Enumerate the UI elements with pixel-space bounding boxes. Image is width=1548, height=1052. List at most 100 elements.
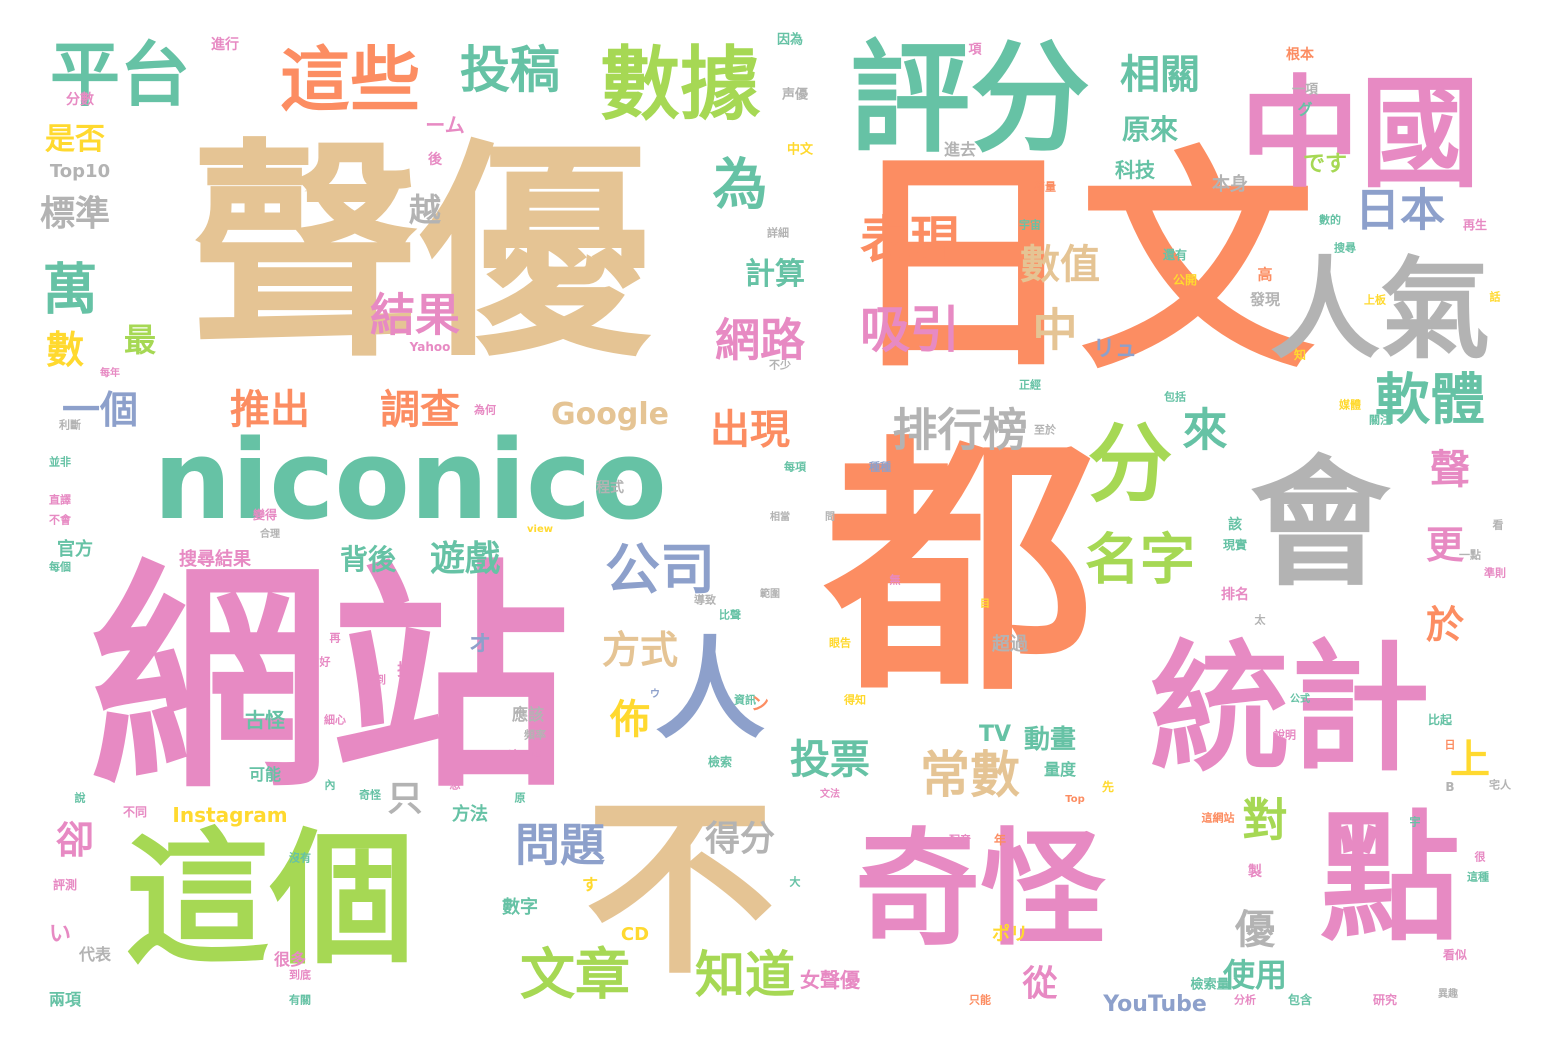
cloud-word: 比聲 [719,608,741,622]
cloud-word: 遊戲 [429,539,501,580]
cloud-word: 關注 [1369,413,1391,427]
cloud-word: 數字 [502,897,538,918]
cloud-word: 每年 [100,368,120,379]
cloud-word: 數的 [1319,213,1341,227]
cloud-word: 更 [1425,523,1465,567]
cloud-word: ーム [425,113,465,137]
cloud-word: 不少 [769,358,791,372]
cloud-word: 媒體 [1339,398,1361,412]
cloud-word: 說 [74,791,86,805]
cloud-word: 分數 [66,92,94,108]
cloud-word: 包含 [1287,993,1313,1007]
cloud-word: 本身 [1212,174,1248,195]
cloud-word: 上 [1450,737,1490,783]
cloud-word: 細心 [324,713,346,727]
cloud-word: 使用 [1222,956,1288,994]
cloud-word: 得知 [844,693,866,707]
cloud-word: 後 [428,152,442,168]
cloud-word: 很 [1474,850,1486,864]
cloud-word: 正經 [1019,378,1041,392]
cloud-word: 還有 [1162,248,1188,262]
cloud-word: 量度 [1043,760,1077,779]
cloud-word: 該 [1228,517,1242,533]
cloud-word: 中 [1032,303,1078,357]
cloud-word: 知 [1293,348,1307,362]
cloud-word: 從 [1022,964,1058,1005]
cloud-word: 投票 [790,737,870,783]
cloud-word: 奇怪 [855,817,1105,963]
cloud-word: 研究 [1372,993,1398,1007]
cloud-word: い [48,922,72,947]
cloud-word: 到底 [289,968,311,982]
cloud-word: ン [751,694,769,715]
cloud-word: 項 [968,42,982,58]
cloud-word: 搜尋 [1334,241,1356,255]
cloud-word: 都 [825,412,1095,727]
cloud-word: 方法 [452,804,488,825]
cloud-word: 人氣 [1270,246,1490,374]
cloud-word: 捨 [396,660,414,679]
cloud-word: 宅人 [1489,778,1511,792]
cloud-word: 卻 [55,818,95,862]
cloud-word: view [527,524,553,535]
cloud-word: 有關 [289,993,311,1007]
cloud-word: 這網站 [1201,811,1235,825]
cloud-word: 動畫 [1023,725,1077,755]
cloud-word: 銷量 [1034,180,1056,194]
cloud-word: 問題 [514,818,606,872]
cloud-word: ウ [650,689,660,700]
cloud-word: 調查 [380,387,460,433]
cloud-word: 中國 [1240,65,1480,204]
cloud-word: 進行 [211,37,239,53]
cloud-word: 公式 [1290,694,1310,705]
cloud-word: 會 [1249,443,1391,606]
cloud-word: 女聲優 [800,968,860,992]
cloud-word: 內 [324,778,336,792]
cloud-word: Top10 [49,161,111,182]
cloud-word: Google [551,397,669,432]
cloud-word: 高 [1257,265,1273,284]
cloud-word: 眼告 [829,636,851,650]
cloud-word: 再 [329,631,341,645]
cloud-word: 目 [980,599,990,610]
cloud-word: 數 [45,328,85,372]
cloud-word: 統計 [1149,628,1431,791]
cloud-word: 先 [1101,780,1115,794]
cloud-word: 吸引 [860,301,960,359]
cloud-word: 一點 [1459,548,1481,562]
cloud-word: 優 [1235,907,1275,953]
cloud-word: 官方 [57,539,93,560]
cloud-word: 看似 [1442,948,1468,962]
cloud-word: 兩項 [48,990,82,1009]
cloud-word: 原來 [1121,113,1179,146]
cloud-word: ポリ [992,924,1028,945]
cloud-word: 公開 [1172,273,1198,287]
cloud-word: YouTube [1103,992,1207,1017]
cloud-word: 佈 [610,697,650,743]
cloud-word: 每個 [49,560,71,574]
cloud-word: 上板 [1364,293,1386,307]
cloud-word: Yahoo [409,340,451,354]
cloud-word: 再生 [1462,218,1488,232]
cloud-word: 配音 [949,833,971,847]
cloud-word: TV [978,722,1012,747]
cloud-word: グ [1297,100,1313,119]
cloud-word: 製 [1248,864,1262,880]
cloud-word: 程式 [596,480,624,496]
cloud-word: 相關 [1120,52,1200,98]
cloud-word: 只能 [969,993,991,1007]
cloud-word: 異趣 [1438,989,1458,1000]
cloud-word: 常數 [920,746,1020,804]
cloud-word: 利斷 [59,418,81,432]
cloud-word: 是否 [45,122,105,157]
cloud-word: 評分 [850,30,1090,169]
cloud-word: 年 [993,833,1007,847]
cloud-word: 公司 [604,537,716,602]
cloud-word: 直譯 [49,493,71,507]
cloud-word: 範圍 [760,589,780,600]
cloud-word: です [1302,152,1348,177]
cloud-word: オ [468,632,492,657]
cloud-word: 文章 [519,942,631,1007]
cloud-word: 分析 [1234,993,1256,1007]
cloud-word: 分 [1087,415,1173,515]
